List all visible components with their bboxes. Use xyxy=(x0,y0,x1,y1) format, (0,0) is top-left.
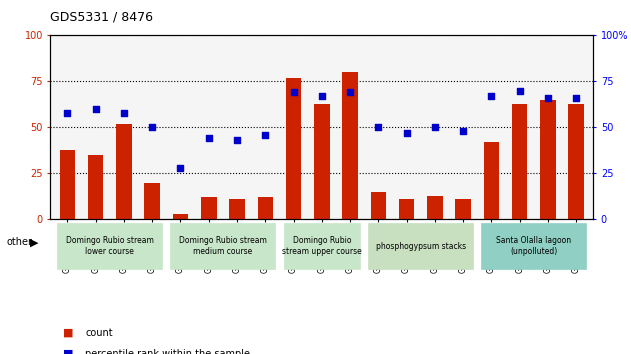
Bar xyxy=(144,183,160,219)
Bar xyxy=(257,198,273,219)
Bar xyxy=(342,72,358,219)
Point xyxy=(487,93,497,99)
Point xyxy=(147,125,157,130)
Text: percentile rank within the sample: percentile rank within the sample xyxy=(85,349,250,354)
Point xyxy=(119,110,129,115)
Point xyxy=(458,128,468,134)
Text: Domingo Rubio stream
lower course: Domingo Rubio stream lower course xyxy=(66,236,154,256)
Bar xyxy=(569,103,584,219)
Text: other: other xyxy=(6,238,32,247)
Point xyxy=(175,165,186,171)
Point xyxy=(515,88,525,93)
Bar xyxy=(456,199,471,219)
Point xyxy=(260,132,270,138)
Text: Domingo Rubio stream
medium course: Domingo Rubio stream medium course xyxy=(179,236,267,256)
Bar xyxy=(286,78,302,219)
Text: ■: ■ xyxy=(63,328,74,338)
Text: GDS5331 / 8476: GDS5331 / 8476 xyxy=(50,11,153,24)
Bar xyxy=(229,199,245,219)
Bar xyxy=(483,142,499,219)
Point xyxy=(317,93,327,99)
Point xyxy=(288,90,298,95)
Text: ■: ■ xyxy=(63,349,74,354)
Bar xyxy=(370,192,386,219)
Bar xyxy=(173,214,188,219)
Bar xyxy=(116,124,132,219)
Point xyxy=(62,110,73,115)
Point xyxy=(232,137,242,143)
Text: phosphogypsum stacks: phosphogypsum stacks xyxy=(375,241,466,251)
Point xyxy=(204,136,214,141)
Text: count: count xyxy=(85,328,113,338)
Text: Santa Olalla lagoon
(unpolluted): Santa Olalla lagoon (unpolluted) xyxy=(496,236,571,256)
Bar xyxy=(60,149,75,219)
Point xyxy=(430,125,440,130)
Text: ▶: ▶ xyxy=(30,238,39,247)
Point xyxy=(543,95,553,101)
Bar xyxy=(512,103,528,219)
Bar xyxy=(399,199,415,219)
Point xyxy=(91,106,101,112)
Bar xyxy=(427,195,442,219)
Bar xyxy=(314,103,329,219)
Bar xyxy=(201,198,216,219)
Point xyxy=(571,95,581,101)
Text: Domingo Rubio
stream upper course: Domingo Rubio stream upper course xyxy=(282,236,362,256)
Point xyxy=(374,125,384,130)
Bar xyxy=(540,100,556,219)
Point xyxy=(401,130,411,136)
Point xyxy=(345,90,355,95)
Bar xyxy=(88,155,103,219)
